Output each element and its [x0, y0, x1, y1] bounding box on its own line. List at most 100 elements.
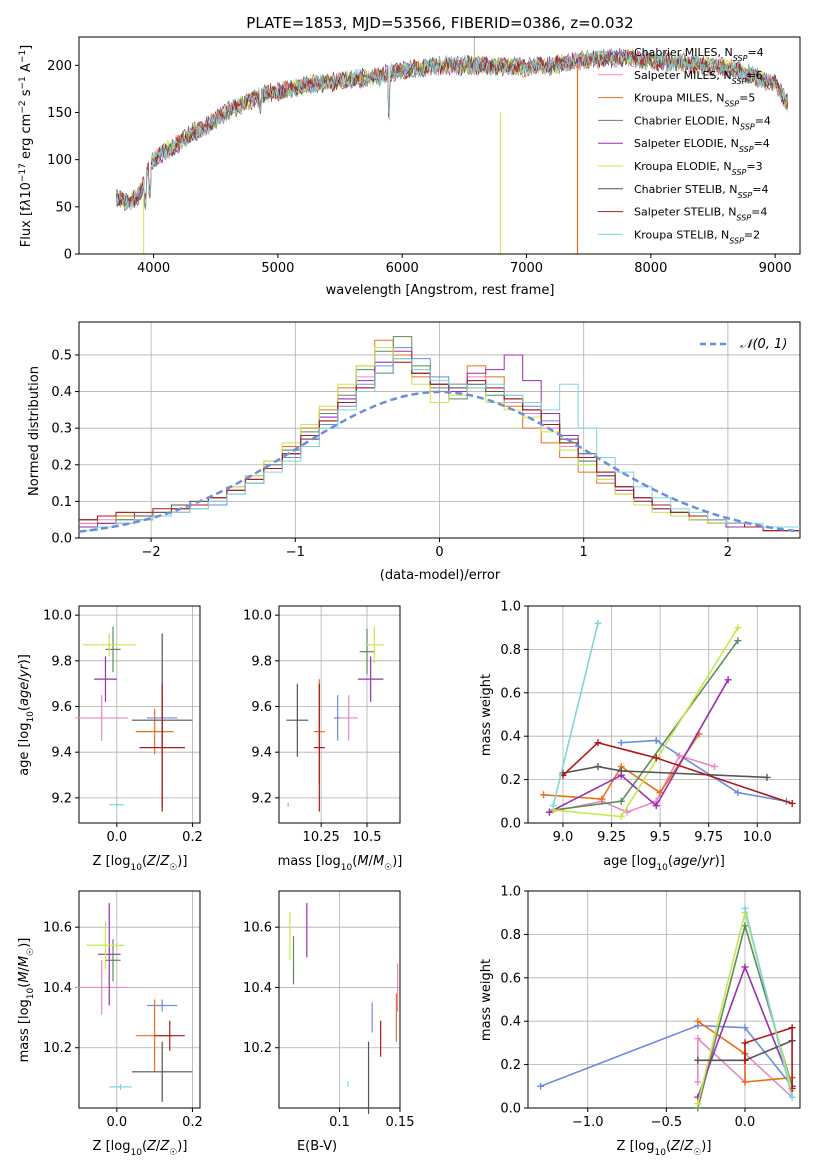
legend-label: Salpeter MILES, NSSP=6 [634, 69, 763, 86]
weight-marker [734, 789, 742, 797]
x-tick-label: 6000 [386, 261, 419, 276]
weight-line [562, 741, 793, 805]
y-tick-label: 100 [47, 153, 72, 168]
y-tick-label: 9.4 [251, 746, 272, 761]
y-tick-label: 10.6 [243, 921, 272, 936]
y-tick-label: 0.0 [500, 1102, 521, 1117]
y-tick-label: 10.0 [243, 609, 272, 624]
weight-marker [549, 802, 557, 810]
y-tick-label: 0.4 [500, 1015, 521, 1030]
weight-marker [617, 767, 625, 775]
legend-label: Chabrier ELODIE, NSSP=4 [634, 114, 771, 130]
x-tick-label: 9000 [759, 261, 792, 276]
age-vs-z-panel: 0.0 0.2 9.2 9.4 9.6 9.8 10.0 [43, 605, 203, 845]
y-tick-label: 10.6 [43, 921, 72, 936]
weight-line [549, 679, 729, 813]
x-tick-label: 0.2 [182, 1115, 203, 1130]
weight-marker [741, 904, 749, 912]
mass-z-xlabel: Z [log10(Z/Z☉)] [93, 1139, 188, 1158]
x-tick-label: 9.75 [694, 830, 723, 845]
weight-line [562, 765, 768, 779]
weight-marker [741, 922, 749, 930]
weight-line [549, 754, 715, 813]
x-tick-label: 0.0 [106, 1115, 127, 1130]
weight-marker [676, 752, 684, 760]
y-tick-label: 9.2 [251, 791, 272, 806]
weight-line [540, 1024, 793, 1088]
weight-marker [741, 1024, 749, 1032]
y-tick-label: 0.8 [500, 643, 521, 658]
x-tick-label: 0.2 [182, 830, 203, 845]
y-tick-label: 0.2 [500, 1058, 521, 1073]
residual-ylabel: Normed distribution [27, 366, 42, 496]
weight-marker [788, 1093, 796, 1101]
weight-marker [694, 1078, 702, 1086]
x-tick-label: −2 [142, 545, 161, 560]
weight-marker [652, 754, 660, 762]
weight-z-xlabel: Z [log10(Z/Z☉)] [617, 1139, 712, 1158]
x-tick-label: −0.5 [651, 1115, 683, 1130]
weight-marker [788, 1024, 796, 1032]
weight-marker [734, 637, 742, 645]
legend-label: Kroupa ELODIE, NSSP=3 [634, 160, 763, 177]
weight-marker [656, 789, 664, 797]
plot-frame [278, 605, 401, 824]
plot-frame [78, 890, 201, 1109]
weight-marker [652, 802, 660, 810]
weight-line [744, 1026, 793, 1089]
mass-z-ylabel: mass [log10(M/M☉)] [17, 938, 36, 1063]
weight-marker [741, 1078, 749, 1086]
y-tick-label: 0.0 [500, 817, 521, 832]
spectrum-xlabel: wavelength [Angstrom, rest frame] [326, 283, 555, 298]
y-tick-label: 9.4 [51, 746, 72, 761]
y-tick-label: 200 [47, 59, 72, 74]
weight-marker [617, 797, 625, 805]
legend-label: Chabrier STELIB, NSSP=4 [634, 183, 768, 200]
residual-xlabel: (data-model)/error [380, 568, 501, 583]
y-tick-label: 9.2 [51, 791, 72, 806]
weight-marker [617, 739, 625, 747]
spectrum-legend: Chabrier MILES, NSSP=4 Salpeter MILES, NS… [598, 46, 771, 245]
legend-label: Kroupa MILES, NSSP=5 [634, 92, 755, 109]
legend-label: Salpeter STELIB, NSSP=4 [634, 206, 767, 223]
x-tick-label: 0.1 [329, 1115, 350, 1130]
histogram-step [79, 361, 800, 532]
spectrum-line [116, 50, 788, 207]
weight-marker [545, 808, 553, 816]
weight-marker [788, 799, 796, 807]
weight-vs-age-panel: 9.0 9.25 9.5 9.75 10.0 0.0 0.2 0.4 0.6 0.8 1.0 [500, 600, 801, 845]
y-tick-label: 0.3 [51, 422, 72, 437]
y-tick-label: 10.4 [43, 981, 72, 996]
mass-ebv-xlabel: E(B-V) [297, 1139, 337, 1154]
spectrum-line [116, 48, 788, 209]
plot-frame [78, 605, 201, 824]
x-tick-label: 10.5 [353, 830, 382, 845]
weight-line [697, 1020, 793, 1083]
x-tick-label: 0 [435, 545, 443, 560]
weight-age-ylabel: mass weight [479, 674, 494, 756]
weight-marker [594, 619, 602, 627]
weight-vs-z-panel: −1.0 −0.5 0.0 0.0 0.2 0.4 0.6 0.8 1.0 [500, 885, 801, 1130]
y-tick-label: 0.2 [500, 773, 521, 788]
y-tick-label: 0.2 [51, 458, 72, 473]
plot-frame [527, 890, 801, 1109]
y-tick-label: 9.6 [251, 700, 272, 715]
y-tick-label: 0.0 [51, 532, 72, 547]
weight-marker [598, 795, 606, 803]
y-tick-label: 0 [64, 248, 72, 263]
weight-marker [537, 1082, 545, 1090]
y-tick-label: 9.8 [251, 654, 272, 669]
x-tick-label: 9.0 [553, 830, 574, 845]
y-tick-label: 10.0 [43, 609, 72, 624]
age-mass-xlabel: mass [log10(M/M☉)] [278, 854, 403, 873]
plot-frame [278, 890, 401, 1109]
spectrum-line [116, 49, 788, 211]
weight-marker [734, 624, 742, 632]
plot-frame [78, 36, 801, 255]
weight-marker [652, 737, 660, 745]
weight-marker [617, 812, 625, 820]
weight-marker [711, 763, 719, 771]
x-tick-label: −1.0 [572, 1115, 604, 1130]
plot-frame [527, 605, 801, 824]
